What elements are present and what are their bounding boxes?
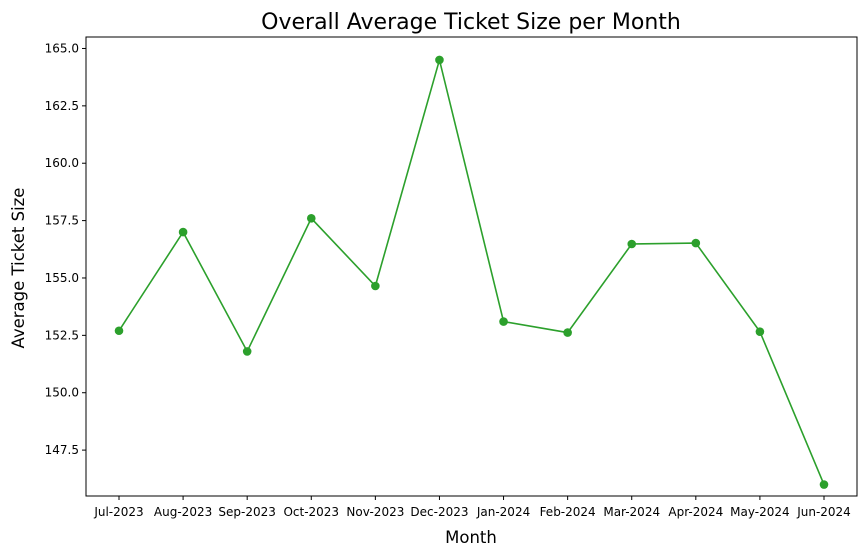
data-point [499, 317, 508, 326]
x-tick-label: May-2024 [730, 505, 789, 519]
data-point [371, 281, 380, 291]
y-tick-label: 147.5 [45, 443, 79, 457]
y-tick-label: 165.0 [45, 41, 79, 55]
plot-area [85, 36, 858, 497]
data-point [242, 347, 252, 356]
data-point [435, 55, 444, 65]
y-tick-label: 157.5 [45, 214, 79, 228]
series-layer [114, 55, 829, 489]
x-tick-label: Feb-2024 [540, 505, 596, 519]
data-point [178, 227, 188, 237]
y-axis: 147.5 150.0 152.5 155.0 157.5 160.0 162.5 165.0 [45, 41, 86, 457]
plot-frame [85, 36, 858, 497]
x-tick-label: Jan-2024 [476, 505, 530, 519]
data-point [306, 214, 316, 223]
data-point [691, 238, 701, 248]
data-point [755, 327, 765, 336]
x-tick-label: Nov-2023 [346, 505, 404, 519]
x-axis-title: Month [445, 528, 497, 547]
data-point [114, 326, 124, 336]
y-tick-label: 152.5 [45, 328, 79, 342]
data-point [627, 239, 637, 249]
x-axis: Jul-2023 Aug-2023 Sep-2023 Oct-2023 Nov-2023… [93, 496, 851, 519]
x-tick-label: Sep-2023 [218, 505, 276, 519]
x-tick-label: Jun-2024 [796, 505, 851, 519]
x-tick-label: Oct-2023 [283, 505, 339, 519]
series-line [118, 56, 825, 485]
y-tick-label: 150.0 [45, 386, 79, 400]
x-tick-label: Aug-2023 [154, 505, 212, 519]
data-point [563, 328, 572, 337]
chart-title: Overall Average Ticket Size per Month [261, 10, 681, 35]
y-axis-title: Average Ticket Size [9, 188, 28, 349]
x-tick-label: Dec-2023 [410, 505, 468, 519]
y-tick-label: 155.0 [45, 271, 79, 285]
y-tick-label: 162.5 [45, 99, 79, 113]
x-tick-label: Apr-2024 [668, 505, 723, 519]
data-point [819, 480, 829, 489]
x-tick-label: Mar-2024 [603, 505, 660, 519]
x-tick-label: Jul-2023 [93, 505, 143, 519]
y-tick-label: 160.0 [45, 156, 79, 170]
